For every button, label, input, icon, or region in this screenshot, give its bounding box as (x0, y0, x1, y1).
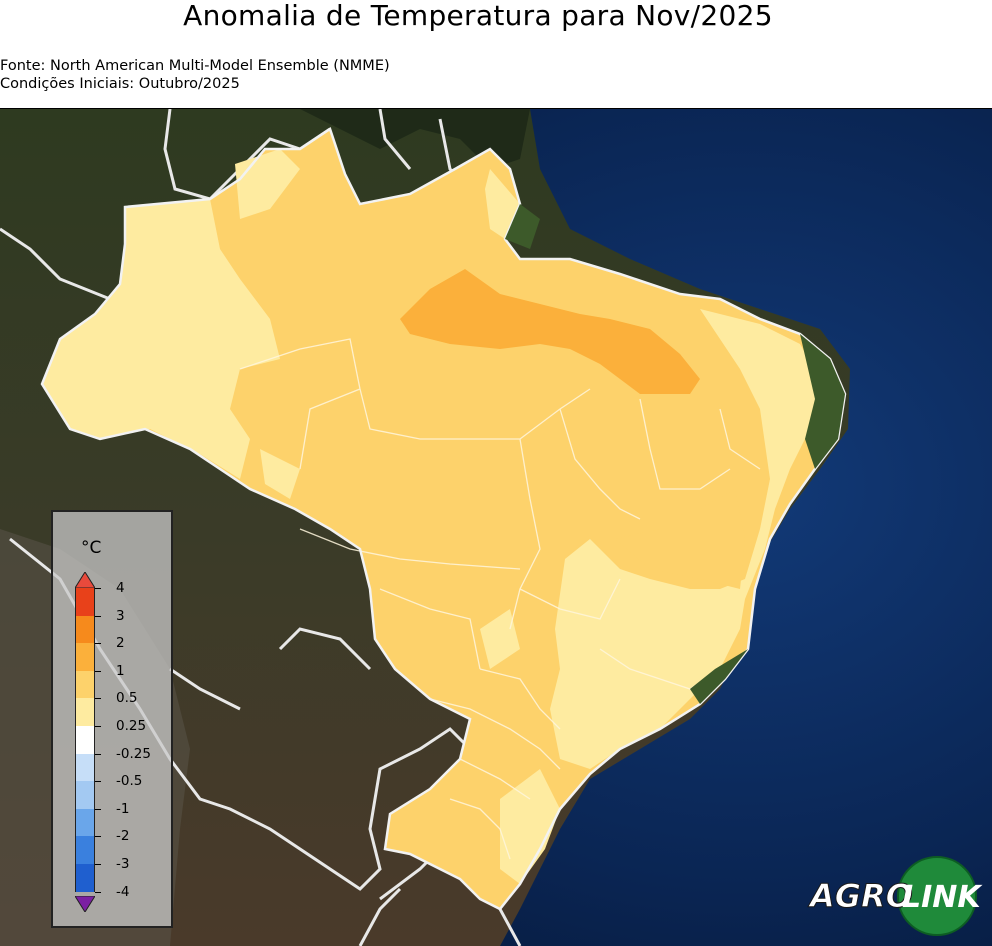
legend-tick-mark (95, 726, 101, 727)
legend-color-segment (75, 808, 95, 837)
logo-text-right: LINK (902, 880, 983, 915)
legend-tick-mark (95, 643, 101, 645)
legend-tick-label: 0.5 (116, 690, 138, 707)
legend-color-segment (75, 726, 95, 754)
legend-tick-label: 0.25 (116, 718, 147, 734)
anomaly-zone-central-0.25-0.5 (480, 609, 520, 669)
legend-color-segment (75, 836, 95, 864)
legend-under-arrow (75, 896, 95, 912)
legend-color-segment (75, 670, 95, 699)
legend-tick-mark (95, 753, 101, 755)
legend-tick-label: 4 (116, 580, 125, 596)
coast-strip-east (690, 649, 748, 704)
anomaly-zone-south-coast-0.25-0.5 (500, 769, 560, 884)
legend-tick-label: -0.5 (116, 773, 143, 790)
map-title: Anomalia de Temperatura para Nov/2025 (183, 0, 773, 32)
northern-land (160, 109, 530, 169)
legend-tick-mark (95, 698, 101, 700)
legend-tick-mark (95, 836, 101, 838)
source-line: Fonte: North American Multi-Model Ensemb… (0, 58, 390, 74)
anomaly-zone-east-0.25-0.5 (550, 309, 820, 769)
legend-tick-mark (95, 615, 101, 617)
legend-tick-mark (95, 891, 101, 893)
legend-tick-mark (95, 864, 101, 865)
anomaly-zone-1-2 (400, 269, 700, 394)
legend-tick-mark (95, 808, 101, 810)
logo-text-left: AGRO (807, 877, 913, 915)
anomaly-zone-west-0.25-0.5 (42, 199, 280, 479)
logo-circle (898, 857, 976, 935)
coast-strip-amapa (505, 204, 540, 249)
anomaly-zone-northeast-interior-0.5-1 (615, 489, 745, 589)
coast-strip-northeast (800, 334, 845, 469)
legend-tick-label: 1 (116, 662, 125, 679)
legend-color-segment (75, 781, 95, 809)
brazil-outline (40, 127, 847, 911)
legend-tick-label: -2 (116, 828, 130, 845)
legend-tick-label: -1 (116, 800, 130, 817)
legend: °C 4 3 2 1 0.5 0.25 -0.25 -0.5 -1 -2 -3 -4 (51, 510, 173, 928)
anomaly-zone-small-0.25-0.5 (260, 449, 300, 499)
legend-tick-label: -4 (116, 883, 130, 900)
legend-tick-mark (95, 670, 101, 672)
legend-tick-label: -0.25 (116, 745, 151, 762)
initial-conditions-line: Condições Iniciais: Outubro/2025 (0, 76, 240, 92)
legend-color-segment (75, 588, 95, 616)
legend-tick-label: 2 (116, 635, 125, 652)
legend-tick-mark (95, 781, 101, 783)
legend-tick-label: -3 (116, 856, 130, 872)
legend-over-arrow (75, 572, 95, 588)
legend-color-segment (75, 753, 95, 782)
legend-color-segment (75, 864, 95, 892)
legend-unit: °C (81, 538, 102, 558)
legend-tick-label: 3 (116, 607, 125, 624)
legend-color-segment (75, 698, 95, 726)
legend-tick-mark (95, 588, 101, 589)
legend-color-segment (75, 643, 95, 671)
agrolink-logo: AGRO LINK (807, 856, 983, 936)
legend-color-segment (75, 615, 95, 644)
